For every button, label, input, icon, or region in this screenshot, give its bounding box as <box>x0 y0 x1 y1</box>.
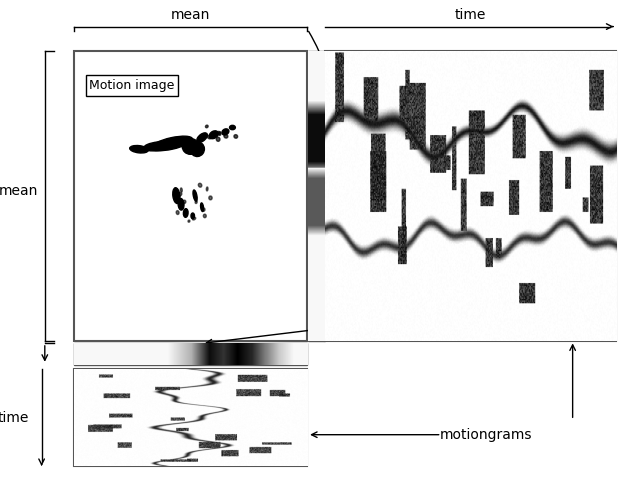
Ellipse shape <box>144 142 172 151</box>
Ellipse shape <box>219 132 221 135</box>
Ellipse shape <box>209 196 212 200</box>
Ellipse shape <box>217 131 220 135</box>
Text: time: time <box>455 8 486 22</box>
Ellipse shape <box>151 136 193 151</box>
Ellipse shape <box>209 131 218 139</box>
Ellipse shape <box>230 125 236 129</box>
Ellipse shape <box>182 138 198 154</box>
Text: 1 pixel wide/
high column/
row of mean of
motion image: 1 pixel wide/ high column/ row of mean o… <box>385 270 473 328</box>
Ellipse shape <box>193 217 196 220</box>
Bar <box>74 51 307 341</box>
Ellipse shape <box>193 190 197 201</box>
Bar <box>325 51 616 341</box>
Ellipse shape <box>234 135 237 138</box>
Ellipse shape <box>200 203 204 212</box>
Bar <box>74 369 307 466</box>
Ellipse shape <box>173 188 180 203</box>
Text: Motion image: Motion image <box>90 79 175 92</box>
Text: mean: mean <box>0 184 38 198</box>
Ellipse shape <box>198 183 202 187</box>
Ellipse shape <box>216 137 220 142</box>
Ellipse shape <box>191 142 204 156</box>
Ellipse shape <box>206 187 208 191</box>
Text: time: time <box>0 411 29 425</box>
Bar <box>308 51 325 341</box>
Ellipse shape <box>188 220 190 222</box>
Ellipse shape <box>184 209 188 217</box>
Ellipse shape <box>191 213 195 219</box>
Ellipse shape <box>183 200 186 203</box>
Ellipse shape <box>176 211 179 214</box>
Ellipse shape <box>224 134 228 138</box>
Ellipse shape <box>207 135 211 139</box>
Bar <box>74 343 307 365</box>
Text: motiongrams: motiongrams <box>440 428 532 441</box>
Ellipse shape <box>130 145 148 153</box>
Text: mean: mean <box>171 8 210 22</box>
Ellipse shape <box>204 214 206 218</box>
Ellipse shape <box>179 193 182 196</box>
Ellipse shape <box>180 188 182 192</box>
Ellipse shape <box>205 125 208 128</box>
Ellipse shape <box>222 129 229 135</box>
Ellipse shape <box>197 133 207 142</box>
Ellipse shape <box>202 208 205 212</box>
Ellipse shape <box>178 199 184 210</box>
Ellipse shape <box>195 200 197 203</box>
Ellipse shape <box>223 133 227 135</box>
